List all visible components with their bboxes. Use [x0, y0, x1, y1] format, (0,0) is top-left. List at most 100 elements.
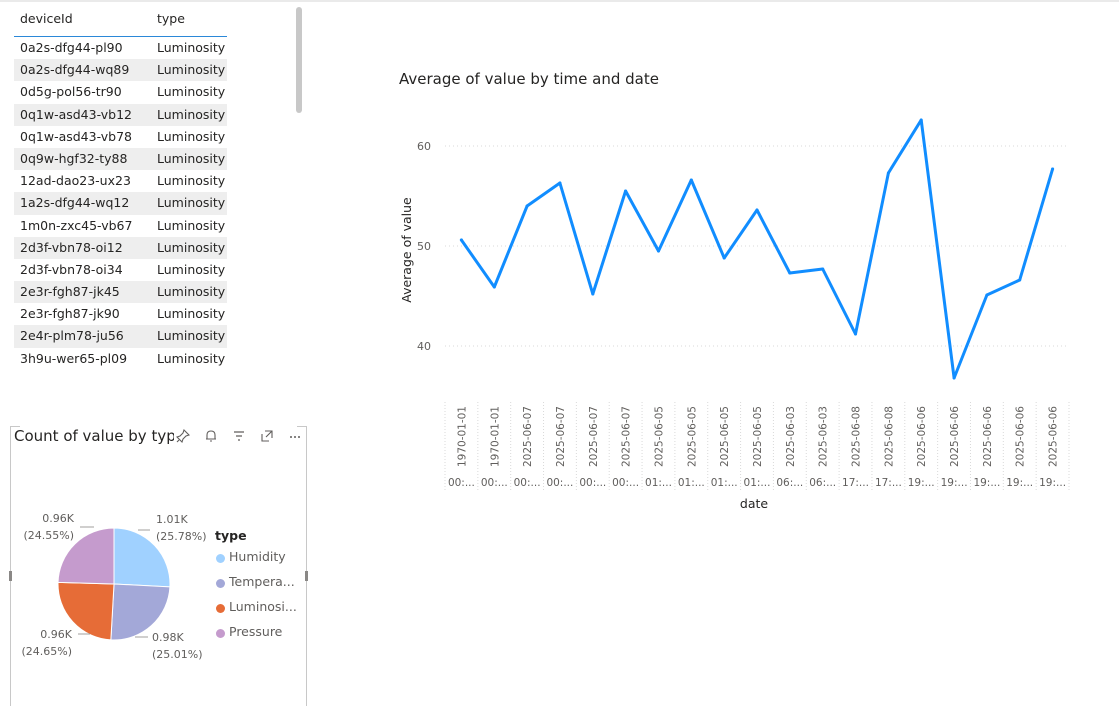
x-tick-date-label: 2025-06-03: [818, 406, 830, 467]
cell-type: Luminosity: [157, 217, 226, 233]
cell-deviceid: 12ad-dao23-ux23: [20, 173, 131, 189]
legend-label: Pressure: [229, 624, 283, 639]
x-tick-time-label: 19:...: [908, 477, 935, 489]
data-point: [722, 256, 726, 260]
legend-item[interactable]: Luminosi...: [216, 599, 306, 617]
data-point: [657, 249, 660, 253]
x-tick-date-label: 2025-06-05: [719, 406, 731, 467]
cell-deviceid: 2e3r-fgh87-jk45: [20, 284, 120, 300]
x-tick-time-label: 00:...: [481, 477, 508, 489]
data-point: [1051, 167, 1055, 171]
table-row[interactable]: 0d5g-pol56-tr90 Luminosity: [14, 81, 227, 103]
table-row[interactable]: 12ad-dao23-ux23 Luminosity: [14, 170, 227, 192]
cell-type: Luminosity: [157, 173, 226, 189]
x-tick-date-label: 2025-06-08: [883, 406, 895, 467]
data-point: [854, 332, 857, 336]
line-chart-plot: 40 50 60 Average of value 1970-01-01 00:... 19…: [399, 118, 1070, 511]
table-row[interactable]: 0a2s-dfg44-wq89 Luminosity: [14, 59, 227, 82]
data-point: [985, 293, 989, 297]
more-options-icon[interactable]: [287, 429, 303, 445]
x-tick-time-label: 01:...: [645, 477, 672, 489]
legend-marker-icon: [216, 579, 225, 588]
line-chart-title: Average of value by time and date: [399, 70, 659, 88]
resize-handle-right[interactable]: [305, 571, 308, 581]
table-row[interactable]: 0q1w-asd43-vb78 Luminosity: [14, 126, 227, 148]
resize-handle-left[interactable]: [9, 571, 12, 581]
data-point: [755, 208, 759, 212]
bell-icon[interactable]: [203, 429, 219, 445]
cell-type: Luminosity: [157, 150, 226, 166]
cell-type: Luminosity: [157, 239, 226, 255]
legend-item[interactable]: Pressure: [216, 624, 306, 642]
table-row[interactable]: 1a2s-dfg44-wq12 Luminosity: [14, 192, 227, 215]
cell-type: Luminosity: [157, 261, 226, 277]
x-tick-date-label: 1970-01-01: [456, 406, 468, 467]
x-tick-time-label: 19:...: [1006, 477, 1033, 489]
slice-value-label: 0.96K: [40, 628, 72, 641]
x-tick-date-label: 2025-06-06: [916, 406, 928, 467]
cell-deviceid: 3h9u-wer65-pl09: [20, 350, 128, 366]
table-row[interactable]: 2d3f-vbn78-oi34 Luminosity: [14, 259, 227, 281]
cell-type: Luminosity: [157, 84, 226, 100]
line-chart-visual[interactable]: Average of value by time and date 40 50 60…: [392, 62, 1082, 522]
x-tick-time-label: 01:...: [711, 477, 738, 489]
pie-chart-visual[interactable]: Count of value by typ 1.01K (25.78%) 0.98K…: [9, 426, 308, 706]
y-tick-label: 50: [417, 240, 431, 253]
series-line: [459, 118, 1055, 380]
legend-label: Luminosi...: [229, 599, 297, 614]
canvas-top-border: [0, 0, 1119, 2]
column-header-type[interactable]: type: [157, 11, 185, 26]
x-axis-title: date: [740, 496, 768, 511]
x-tick-time-label: 00:...: [612, 477, 639, 489]
focus-mode-icon[interactable]: [259, 429, 275, 445]
cell-deviceid: 0d5g-pol56-tr90: [20, 84, 122, 100]
table-row[interactable]: 2e3r-fgh87-jk45 Luminosity: [14, 281, 227, 304]
x-tick-time-label: 00:...: [546, 477, 573, 489]
table-row[interactable]: 1m0n-zxc45-vb67 Luminosity: [14, 215, 227, 237]
slice-percent-label: (25.01%): [152, 648, 203, 661]
cell-deviceid: 0a2s-dfg44-pl90: [20, 40, 123, 55]
table-row[interactable]: 0q1w-asd43-vb12 Luminosity: [14, 103, 227, 126]
column-header-deviceid[interactable]: deviceId: [20, 11, 73, 26]
x-tick-date-label: 2025-06-05: [752, 406, 764, 467]
cell-deviceid: 1m0n-zxc45-vb67: [20, 217, 133, 233]
table-scrollbar[interactable]: [296, 7, 302, 113]
x-tick-time-label: 06:...: [809, 477, 836, 489]
slice-percent-label: (25.78%): [156, 530, 207, 543]
table-row[interactable]: 2d3f-vbn78-oi12 Luminosity: [14, 236, 227, 259]
legend-item[interactable]: Humidity: [216, 549, 306, 567]
table-row[interactable]: 0a2s-dfg44-pl90 Luminosity: [14, 37, 227, 59]
x-tick-date-label: 2025-06-07: [522, 406, 534, 467]
table-body: 0a2s-dfg44-pl90 Luminosity 0a2s-dfg44-wq89…: [14, 37, 227, 370]
device-table[interactable]: deviceId type 0a2s-dfg44-pl90 Luminosity 0…: [14, 0, 304, 380]
legend-item[interactable]: Tempera...: [216, 574, 306, 592]
x-tick-time-label: 19:...: [941, 477, 968, 489]
x-tick-date-label: 2025-06-07: [555, 406, 567, 467]
cell-deviceid: 0q1w-asd43-vb78: [20, 128, 132, 144]
slice-percent-label: (24.65%): [21, 645, 72, 658]
pin-icon[interactable]: [175, 428, 191, 445]
x-tick-time-label: 01:...: [744, 477, 771, 489]
x-tick-time-label: 00:...: [514, 477, 541, 489]
x-tick-date-label: 2025-06-07: [588, 406, 600, 467]
filter-icon[interactable]: [231, 429, 247, 445]
cell-type: Luminosity: [157, 350, 226, 366]
data-point: [624, 189, 628, 193]
cell-deviceid: 2d3f-vbn78-oi34: [20, 261, 123, 277]
legend-title: type: [215, 528, 247, 543]
table-row[interactable]: 2e3r-fgh87-jk90 Luminosity: [14, 303, 227, 325]
x-tick-time-label: 17:...: [875, 477, 902, 489]
data-point: [952, 376, 956, 380]
table-row[interactable]: 0q9w-hgf32-ty88 Luminosity: [14, 147, 227, 171]
cell-deviceid: 2e3r-fgh87-jk90: [20, 306, 120, 322]
cell-type: Luminosity: [157, 128, 226, 144]
table-row[interactable]: 3h9u-wer65-pl09 Luminosity: [14, 348, 227, 370]
table-row[interactable]: 2e4r-plm78-ju56 Luminosity: [14, 325, 227, 348]
x-tick-time-label: 17:...: [842, 477, 869, 489]
slice-percent-label: (24.55%): [23, 529, 74, 542]
x-tick-time-label: 00:...: [448, 477, 475, 489]
visual-border-right: [306, 426, 307, 706]
cell-type: Luminosity: [157, 328, 226, 344]
x-tick-date-label: 2025-06-06: [982, 406, 994, 467]
slice-value-label: 0.96K: [42, 512, 74, 525]
